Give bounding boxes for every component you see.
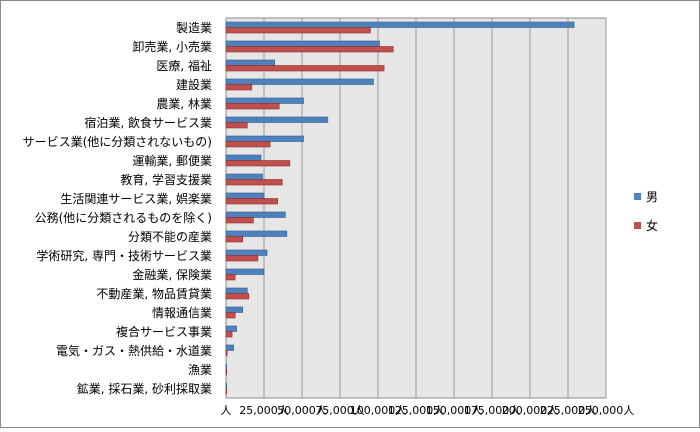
category-label: 金融業, 保険業 <box>132 267 212 282</box>
bar-male <box>225 344 234 351</box>
bar-male <box>225 173 263 180</box>
category-label: 製造業 <box>176 21 212 35</box>
bar-male <box>225 154 262 161</box>
x-tick-label: 人 <box>221 404 232 417</box>
category-label: 不動産業, 物品賃貸業 <box>96 286 212 301</box>
category-label: サービス業(他に分類されないもの) <box>23 135 212 149</box>
bar-male <box>225 116 329 123</box>
bar-male <box>225 306 244 313</box>
bar-male <box>225 325 237 332</box>
bar-male <box>225 59 275 66</box>
bar-male <box>225 211 286 218</box>
x-tick-label: 100,000人 <box>350 404 407 417</box>
bar-female <box>225 46 394 53</box>
category-label: 電気・ガス・熱供給・水道業 <box>56 343 212 358</box>
bar-male <box>225 135 304 142</box>
bar-female <box>225 255 259 262</box>
category-label: 分類不能の産業 <box>128 229 212 244</box>
bar-female <box>225 312 236 319</box>
category-label: 教育, 学習支援業 <box>120 172 212 187</box>
bars <box>225 21 575 395</box>
category-label: 鉱業, 採石業, 砂利採取業 <box>77 381 212 396</box>
category-label: 生活関連サービス業, 娯楽業 <box>60 192 212 206</box>
bar-male <box>225 287 248 294</box>
gridlines <box>263 18 607 398</box>
legend-swatch-male <box>634 193 641 200</box>
bar-female <box>225 141 271 148</box>
x-tick-labels: 人 25,000人50,000人75,000人100,000人125,000人15… <box>221 404 635 417</box>
bar-male <box>225 78 374 85</box>
category-label: 情報通信業 <box>152 306 212 320</box>
bar-male <box>225 230 288 237</box>
x-tick-label: 125,000人 <box>388 404 445 417</box>
bar-female <box>225 293 250 300</box>
category-label: 複合サービス事業 <box>116 324 212 339</box>
bar-female <box>225 160 291 167</box>
category-label: 建設業 <box>176 77 212 92</box>
category-label: 公務(他に分類されるものを除く) <box>35 210 212 225</box>
bar-male <box>225 382 227 389</box>
x-tick-label: 200,000人 <box>502 404 559 417</box>
bar-female <box>225 350 228 357</box>
x-tick-label: 175,000人 <box>464 404 521 417</box>
category-label: 運輸業, 郵便業 <box>132 153 212 168</box>
x-tick-label: 250,000人 <box>578 404 635 417</box>
category-label: 学術研究, 専門・技術サービス業 <box>36 248 212 263</box>
legend-swatch-female <box>634 222 641 229</box>
x-tick-label: 150,000人 <box>426 404 483 417</box>
bar-female <box>225 217 254 224</box>
bar-female <box>225 331 233 338</box>
bar-male <box>225 249 268 256</box>
bar-male <box>225 97 304 104</box>
category-label: 農業, 林業 <box>156 97 212 111</box>
bar-female <box>225 84 253 91</box>
legend: 男女 <box>634 190 658 233</box>
bar-female <box>225 198 278 205</box>
x-tick-label: 50,000人 <box>277 404 327 417</box>
bar-male <box>225 40 380 47</box>
legend-label-male: 男 <box>646 190 658 204</box>
x-tick-label: 225,000人 <box>540 404 597 417</box>
bar-female <box>225 27 371 34</box>
bar-female <box>225 65 385 72</box>
bar-female <box>225 236 244 243</box>
category-label: 医療, 福祉 <box>156 58 212 73</box>
bar-female <box>225 369 227 376</box>
category-label: 卸売業, 小売業 <box>132 39 212 54</box>
category-label: 宿泊業, 飲食サービス業 <box>84 115 212 130</box>
legend-label-female: 女 <box>646 218 658 233</box>
bar-female <box>225 274 236 281</box>
bar-male <box>225 192 265 199</box>
bar-female <box>225 103 280 110</box>
x-tick-label: 75,000人 <box>315 404 365 417</box>
bar-male <box>225 268 265 275</box>
bar-male <box>225 21 575 28</box>
x-tick-label: 25,000人 <box>239 404 289 417</box>
bar-female <box>225 122 248 129</box>
bar-male <box>225 363 227 370</box>
category-label: 漁業 <box>188 363 212 377</box>
bar-female <box>225 179 283 186</box>
bar-female <box>225 388 227 395</box>
